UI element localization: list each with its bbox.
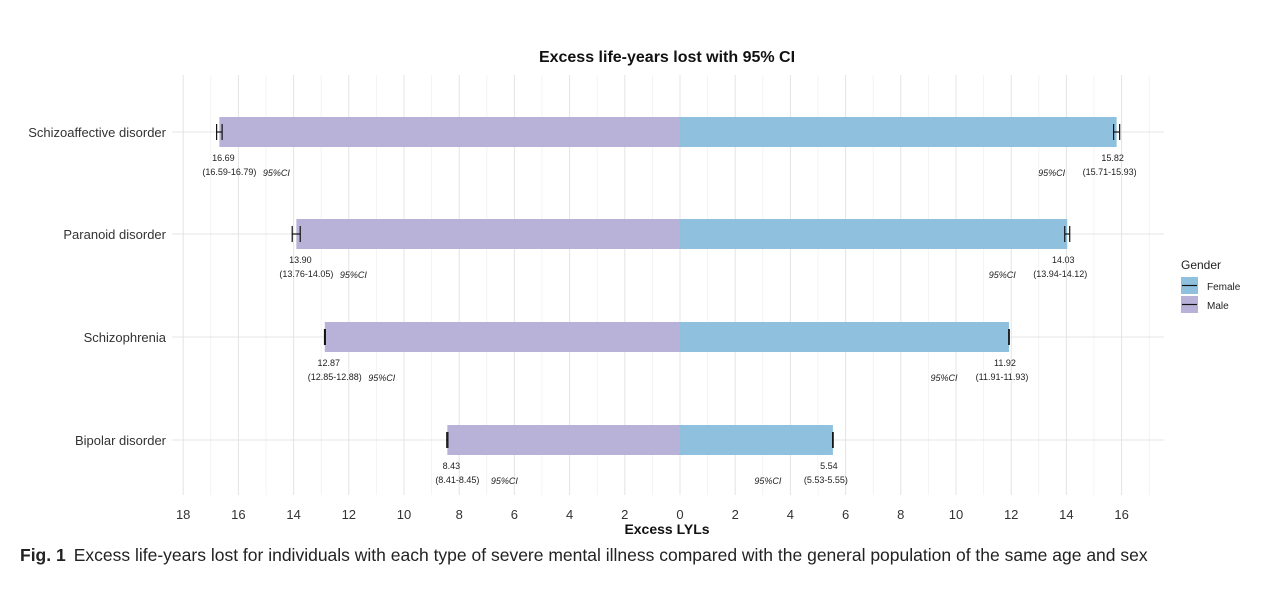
x-tick-label: 4 — [787, 507, 794, 522]
chart: 16.69 (16.59-16.79) 95%CI 15.82 (15.71-15.93… — [28, 49, 1241, 537]
male-ci-tag: 95%CI — [263, 168, 291, 178]
female-ci-label: (13.94-14.12) — [1033, 269, 1087, 279]
x-tick-label: 18 — [176, 507, 190, 522]
legend-label-male: Male — [1207, 301, 1229, 312]
x-tick-label: 14 — [286, 507, 300, 522]
female-value-label: 5.54 — [820, 461, 838, 471]
y-axis-label: Paranoid disorder — [63, 227, 166, 242]
male-ci-label: (13.76-14.05) — [279, 269, 333, 279]
x-axis-label: Excess LYLs — [624, 521, 709, 537]
male-value-label: 13.90 — [289, 255, 312, 265]
x-tick-label: 0 — [676, 507, 683, 522]
x-tick-label: 12 — [342, 507, 356, 522]
bar-female — [680, 425, 833, 455]
female-value-label: 14.03 — [1052, 255, 1075, 265]
female-ci-tag: 95%CI — [754, 476, 782, 486]
x-tick-label: 10 — [397, 507, 411, 522]
y-axis-label: Schizophrenia — [84, 330, 167, 345]
bar-female — [680, 219, 1068, 249]
female-value-label: 11.92 — [994, 358, 1016, 368]
value-labels: 16.69 (16.59-16.79) 95%CI 15.82 (15.71-15.93… — [202, 153, 1136, 486]
female-value-label: 15.82 — [1101, 153, 1124, 163]
x-tick-label: 16 — [1114, 507, 1128, 522]
x-tick-label: 8 — [456, 507, 463, 522]
x-tick-label: 14 — [1059, 507, 1073, 522]
x-tick-label: 6 — [511, 507, 518, 522]
female-ci-tag: 95%CI — [989, 270, 1017, 280]
x-tick-label: 2 — [621, 507, 628, 522]
x-tick-label: 12 — [1004, 507, 1018, 522]
female-ci-tag: 95%CI — [1038, 168, 1066, 178]
male-value-label: 16.69 — [212, 153, 235, 163]
bar-female — [680, 117, 1117, 147]
y-axis-label: Bipolar disorder — [75, 433, 167, 448]
x-axis-ticks: 18 16 14 12 10 8 6 4 2 0 2 4 6 8 10 12 14 16 — [176, 507, 1129, 522]
female-ci-label: (5.53-5.55) — [804, 475, 848, 485]
male-ci-tag: 95%CI — [491, 476, 519, 486]
x-tick-label: 2 — [732, 507, 739, 522]
y-axis-labels: Schizoaffective disorder Paranoid disorde… — [28, 125, 167, 448]
female-ci-label: (11.91-11.93) — [976, 372, 1029, 382]
x-tick-label: 6 — [842, 507, 849, 522]
male-value-label: 8.43 — [443, 461, 461, 471]
x-tick-label: 4 — [566, 507, 573, 522]
female-ci-label: (15.71-15.93) — [1083, 167, 1137, 177]
male-ci-tag: 95%CI — [340, 270, 368, 280]
male-ci-label: (16.59-16.79) — [202, 167, 256, 177]
y-axis-label: Schizoaffective disorder — [28, 125, 166, 140]
female-ci-tag: 95%CI — [930, 373, 958, 383]
x-tick-label: 8 — [897, 507, 904, 522]
chart-title: Excess life-years lost with 95% CI — [539, 49, 795, 66]
male-ci-tag: 95%CI — [368, 373, 396, 383]
x-tick-label: 10 — [949, 507, 963, 522]
bar-male — [447, 425, 680, 455]
figure-caption: Fig. 1 Excess life-years lost for individ… — [20, 545, 1148, 566]
x-tick-label: 16 — [231, 507, 245, 522]
bar-male — [219, 117, 680, 147]
legend-title: Gender — [1181, 258, 1221, 272]
bar-male — [324, 322, 680, 352]
bar-female — [680, 322, 1009, 352]
legend-label-female: Female — [1207, 282, 1241, 293]
caption-text: Excess life-years lost for individuals w… — [73, 545, 1148, 565]
bars — [215, 117, 1121, 455]
legend: Gender Female Male — [1181, 258, 1241, 313]
male-ci-label: (12.85-12.88) — [308, 372, 362, 382]
caption-label: Fig. 1 — [20, 545, 66, 565]
male-ci-label: (8.41-8.45) — [435, 475, 479, 485]
male-value-label: 12.87 — [318, 358, 341, 368]
bar-male — [296, 219, 680, 249]
